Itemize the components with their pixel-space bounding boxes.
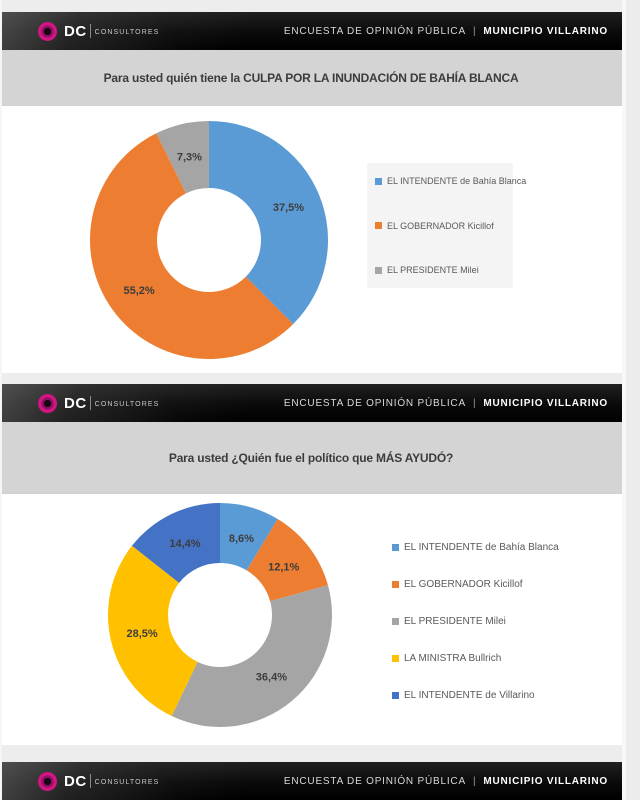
legend-item: EL INTENDENTE de Villarino [392, 690, 559, 701]
donut-slice-4 [108, 545, 198, 717]
header-survey-label: ENCUESTA DE OPINIÓN PÚBLICA [283, 25, 466, 37]
donut-slice-1 [220, 503, 278, 571]
legend-swatch [375, 222, 382, 229]
legend-swatch [375, 266, 382, 274]
legend-label: EL INTENDENTE de Bahía Blanca [387, 176, 527, 186]
donut-slice-3 [156, 121, 209, 194]
brand-suffix: CONSULTORES [94, 28, 160, 36]
header-separator: | [472, 25, 477, 37]
legend-item: LA MINISTRA Bullrich [392, 653, 559, 664]
brand-divider [89, 774, 91, 788]
slice-percentage-label: 14,4% [169, 538, 200, 550]
slice-percentage-label: 8,6% [229, 533, 254, 545]
brand-divider [89, 396, 91, 410]
dc-consultores-logo: DC CONSULTORES [0, 771, 160, 791]
header-municipality: MUNICIPIO VILLARINO [483, 25, 608, 37]
slice-percentage-label: 55,2% [123, 285, 154, 297]
logo-ring-icon [38, 393, 57, 413]
donut-slice-2 [246, 518, 328, 602]
legend-item: EL GOBERNADOR Kicillof [375, 221, 507, 231]
header-survey-label: ENCUESTA DE OPINIÓN PÚBLICA [283, 397, 466, 409]
legend-swatch [392, 544, 399, 551]
legend-swatch [392, 618, 399, 625]
right-margin [622, 0, 640, 800]
header-survey-label: ENCUESTA DE OPINIÓN PÚBLICA [283, 775, 466, 787]
brand-suffix: CONSULTORES [94, 400, 160, 408]
brand-text: DC [64, 772, 87, 790]
header-municipality: MUNICIPIO VILLARINO [483, 397, 608, 409]
page-gap [0, 745, 622, 762]
legend-swatch [392, 581, 399, 588]
legend-item: EL PRESIDENTE Milei [392, 616, 559, 627]
slice-percentage-label: 12,1% [268, 562, 299, 574]
slice-percentage-label: 36,4% [256, 671, 287, 683]
top-margin [0, 0, 622, 12]
slide-2-title: Para usted ¿Quién fue el político que MÁ… [168, 451, 454, 465]
header-right-text: ENCUESTA DE OPINIÓN PÚBLICA | MUNICIPIO … [284, 26, 622, 37]
slice-percentage-label: 37,5% [273, 202, 304, 214]
header-separator: | [472, 775, 477, 787]
header-separator: | [472, 397, 477, 409]
header-municipality: MUNICIPIO VILLARINO [483, 775, 608, 787]
header-right-text: ENCUESTA DE OPINIÓN PÚBLICA | MUNICIPIO … [284, 398, 622, 409]
slice-percentage-label: 28,5% [126, 628, 157, 640]
slide-1-title: Para usted quién tiene la CULPA POR LA I… [103, 71, 519, 85]
dc-consultores-logo: DC CONSULTORES [0, 393, 160, 413]
donut-chart-2: 8,6% 12,1% 36,4% 28,5% 14,4% [108, 503, 333, 728]
header-bar-3: DC CONSULTORES ENCUESTA DE OPINIÓN PÚBLI… [0, 762, 622, 800]
donut-slice-2 [90, 133, 294, 359]
slice-percentage-label: 7,3% [177, 151, 202, 163]
legend-label: EL PRESIDENTE Milei [404, 616, 506, 627]
legend-swatch [375, 177, 382, 185]
legend-label: EL INTENDENTE de Villarino [404, 690, 535, 701]
legend-label: LA MINISTRA Bullrich [404, 653, 502, 664]
dc-consultores-logo: DC CONSULTORES [0, 21, 160, 41]
legend-label: EL GOBERNADOR Kicillof [387, 220, 494, 231]
donut-chart-1: 37,5% 55,2% 7,3% [90, 121, 329, 359]
legend-1: EL INTENDENTE de Bahía Blanca EL GOBERNA… [367, 163, 526, 288]
legend-swatch [392, 655, 399, 662]
legend-item: EL INTENDENTE de Bahía Blanca [392, 542, 559, 553]
brand-divider [89, 24, 91, 38]
legend-swatch [392, 692, 399, 699]
legend-label: EL INTENDENTE de Bahía Blanca [404, 542, 559, 553]
left-page-edge [0, 0, 2, 800]
slide-2-title-band: Para usted ¿Quién fue el político que MÁ… [0, 422, 622, 494]
header-bar-1: DC CONSULTORES ENCUESTA DE OPINIÓN PÚBLI… [0, 12, 622, 50]
legend-item: EL INTENDENTE de Bahía Blanca [375, 176, 526, 186]
header-right-text: ENCUESTA DE OPINIÓN PÚBLICA | MUNICIPIO … [284, 776, 622, 787]
legend-item: EL GOBERNADOR Kicillof [392, 579, 559, 590]
header-bar-2: DC CONSULTORES ENCUESTA DE OPINIÓN PÚBLI… [0, 384, 622, 422]
donut-slice-1 [209, 121, 329, 325]
brand-suffix: CONSULTORES [94, 778, 160, 786]
legend-label: EL GOBERNADOR Kicillof [404, 579, 523, 590]
donut-slice-3 [171, 585, 333, 728]
logo-ring-icon [38, 21, 57, 41]
legend-item: EL PRESIDENTE Milei [375, 265, 507, 275]
brand-text: DC [64, 22, 87, 40]
legend-label: EL PRESIDENTE Milei [387, 265, 479, 275]
slide-1-title-band: Para usted quién tiene la CULPA POR LA I… [0, 50, 622, 106]
legend-2: EL INTENDENTE de Bahía Blanca EL GOBERNA… [392, 542, 559, 701]
donut-slice-5 [131, 503, 220, 583]
logo-ring-icon [38, 771, 57, 791]
page-gap [0, 373, 622, 384]
brand-text: DC [64, 394, 87, 412]
